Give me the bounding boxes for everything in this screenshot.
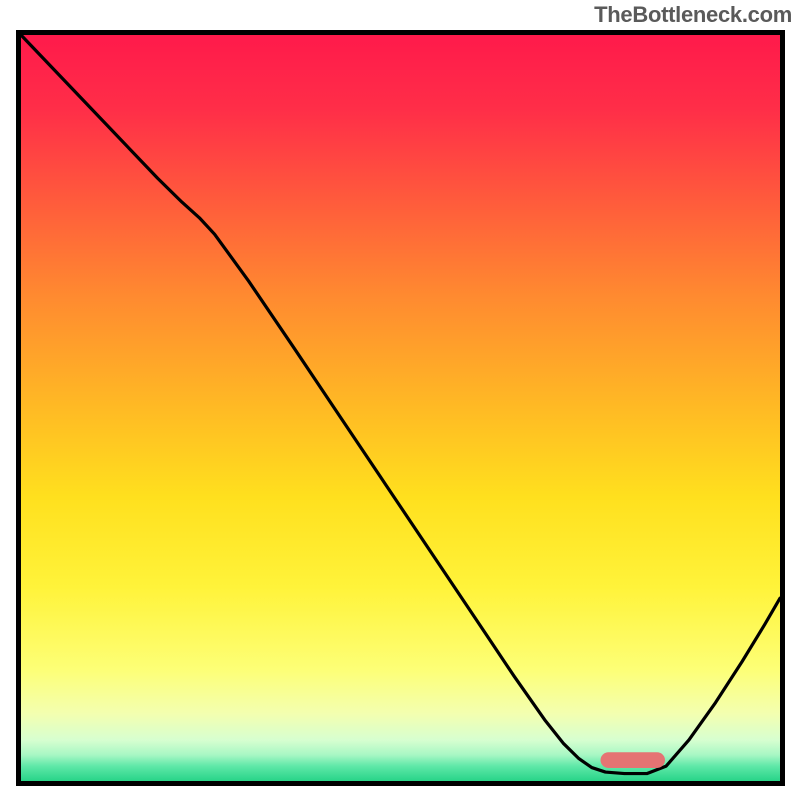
curve-path — [21, 35, 780, 774]
bottleneck-curve — [21, 35, 780, 781]
optimal-marker — [601, 752, 666, 768]
chart-frame — [16, 30, 785, 786]
watermark-text: TheBottleneck.com — [594, 2, 792, 28]
chart-container: TheBottleneck.com — [0, 0, 800, 800]
